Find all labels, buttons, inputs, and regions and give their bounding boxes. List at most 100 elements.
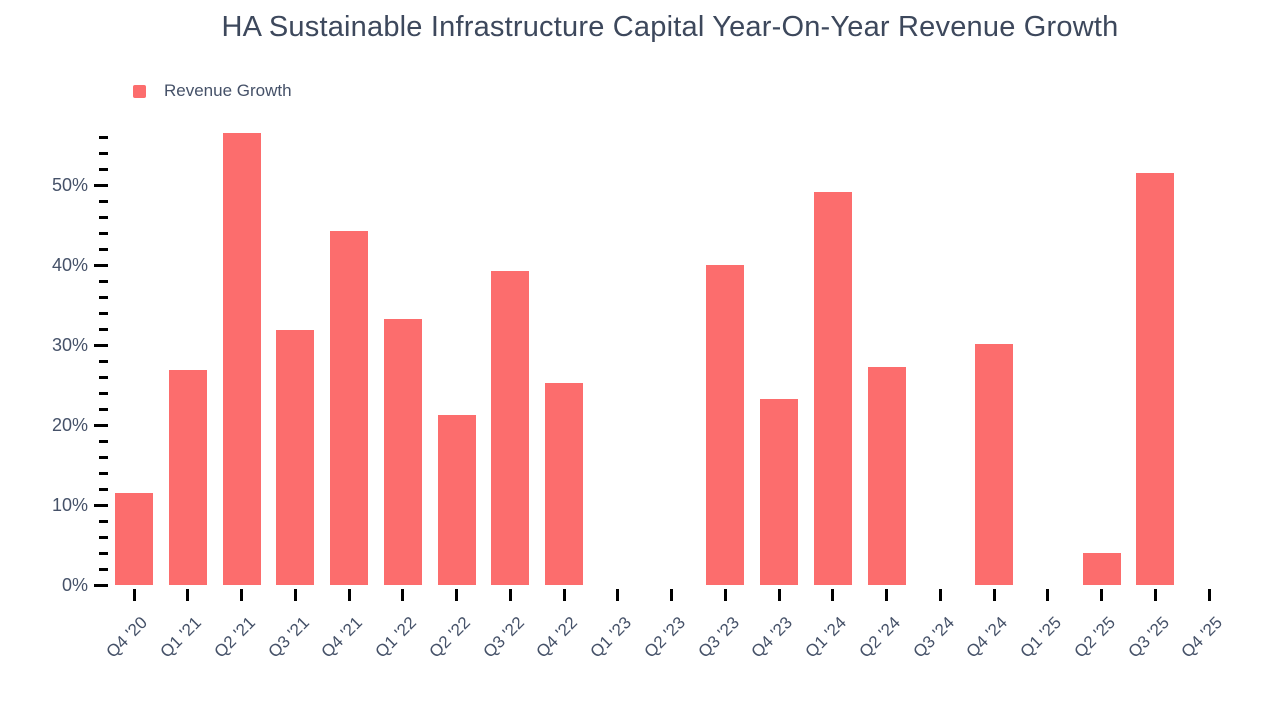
x-axis-label-q3-23: Q3 '23 [694, 613, 743, 662]
x-axis-label-q4-23: Q4 '23 [747, 613, 797, 662]
y-major-tick [94, 583, 108, 587]
bar-q3-22[interactable] [491, 271, 530, 585]
x-axis-label-q4-21: Q4 '21 [317, 613, 367, 662]
x-axis-label-q3-24: Q3 '24 [909, 613, 958, 662]
x-tick-q1-21 [186, 589, 190, 601]
x-axis-label-q4-25: Q4 '25 [1177, 613, 1227, 662]
bar-q1-22[interactable] [383, 318, 422, 585]
y-minor-tick [99, 471, 108, 475]
x-tick-q4-20 [132, 589, 136, 601]
y-minor-tick [99, 359, 108, 363]
x-tick-q3-23 [723, 589, 727, 601]
x-tick-q4-24 [992, 589, 996, 601]
x-axis-label-q1-23: Q1 '23 [586, 613, 636, 662]
x-axis-label-q1-24: Q1 '24 [801, 613, 851, 662]
y-minor-tick [99, 279, 108, 283]
bar-q4-20[interactable] [115, 493, 153, 585]
legend-label: Revenue Growth [164, 81, 292, 100]
x-axis-label-q2-23: Q2 '23 [640, 613, 689, 662]
bar-q3-25[interactable] [1136, 173, 1175, 585]
x-axis-label-q2-24: Q2 '24 [855, 613, 904, 662]
x-tick-q3-25 [1153, 589, 1157, 601]
x-axis-label-q3-21: Q3 '21 [264, 613, 313, 662]
y-axis-label: 50% [51, 175, 88, 195]
x-axis-label-q2-21: Q2 '21 [210, 613, 259, 662]
x-tick-q4-21 [347, 589, 351, 601]
y-minor-tick [99, 231, 108, 235]
x-tick-q1-22 [401, 589, 405, 601]
legend-swatch [133, 84, 146, 98]
bar-q2-25[interactable] [1082, 553, 1121, 585]
x-axis-label-q4-24: Q4 '24 [962, 613, 1012, 662]
y-axis-label: 30% [51, 335, 88, 355]
y-minor-tick [99, 535, 108, 539]
y-axis-label: 40% [51, 255, 88, 275]
y-axis-label: 20% [51, 415, 88, 435]
y-minor-tick [99, 295, 108, 299]
y-minor-tick [99, 215, 108, 219]
y-major-tick [94, 183, 108, 187]
x-tick-q4-25 [1207, 589, 1211, 601]
x-tick-q2-23 [670, 589, 673, 601]
y-minor-tick [99, 455, 108, 459]
y-major-tick [94, 503, 108, 507]
y-major-tick [94, 423, 108, 427]
x-axis-label-q4-20: Q4 '20 [102, 613, 152, 662]
y-minor-tick [99, 199, 108, 203]
x-axis-label-q4-22: Q4 '22 [532, 613, 582, 662]
y-minor-tick [99, 327, 108, 331]
x-axis-label-q2-22: Q2 '22 [425, 613, 474, 662]
x-tick-q3-24 [938, 589, 942, 601]
x-tick-q1-25 [1046, 589, 1050, 601]
x-tick-q4-23 [777, 589, 781, 601]
x-axis-label-q2-25: Q2 '25 [1070, 613, 1119, 662]
x-axis-label-q3-25: Q3 '25 [1124, 613, 1173, 662]
y-minor-tick [99, 391, 108, 395]
y-minor-tick [99, 151, 108, 155]
bar-q4-22[interactable] [545, 382, 583, 585]
x-axis-label-q1-21: Q1 '21 [156, 613, 206, 662]
y-minor-tick [99, 247, 108, 251]
bar-q1-24[interactable] [813, 192, 852, 585]
y-minor-tick [99, 519, 108, 523]
x-tick-q4-22 [562, 589, 566, 601]
y-axis-label: 10% [51, 495, 88, 515]
bar-q4-23[interactable] [760, 399, 798, 585]
x-tick-q2-25 [1100, 589, 1103, 601]
x-tick-q2-22 [455, 589, 458, 601]
x-tick-q2-24 [885, 589, 888, 601]
x-tick-q1-23 [616, 589, 620, 601]
y-minor-tick [99, 311, 108, 315]
y-minor-tick [99, 551, 108, 555]
y-minor-tick [99, 407, 108, 411]
y-minor-tick [99, 487, 108, 491]
chart-title: HA Sustainable Infrastructure Capital Ye… [221, 11, 1119, 43]
bar-q3-21[interactable] [276, 329, 315, 585]
y-minor-tick [99, 439, 108, 443]
bar-q4-21[interactable] [330, 230, 368, 585]
y-axis-label: 0% [61, 575, 88, 595]
legend: Revenue Growth [133, 81, 292, 101]
y-major-tick [94, 263, 108, 267]
bar-q4-24[interactable] [975, 344, 1013, 585]
bar-q1-21[interactable] [168, 369, 207, 585]
x-axis-label-q1-22: Q1 '22 [371, 613, 421, 662]
x-axis-label-q1-25: Q1 '25 [1016, 613, 1066, 662]
bar-q2-22[interactable] [437, 414, 476, 585]
y-minor-tick [99, 567, 108, 571]
x-tick-q3-21 [293, 589, 297, 601]
x-tick-q3-22 [508, 589, 512, 601]
bar-q2-21[interactable] [222, 133, 261, 585]
y-minor-tick [99, 167, 108, 171]
x-tick-q2-21 [240, 589, 243, 601]
bar-q3-23[interactable] [706, 265, 745, 585]
y-minor-tick [99, 375, 108, 379]
y-major-tick [94, 343, 108, 347]
y-minor-tick [99, 135, 108, 139]
legend-item-revenue-growth[interactable]: Revenue Growth [133, 81, 292, 101]
bar-q2-24[interactable] [867, 366, 906, 585]
x-axis-label-q3-22: Q3 '22 [479, 613, 528, 662]
x-tick-q1-24 [831, 589, 835, 601]
